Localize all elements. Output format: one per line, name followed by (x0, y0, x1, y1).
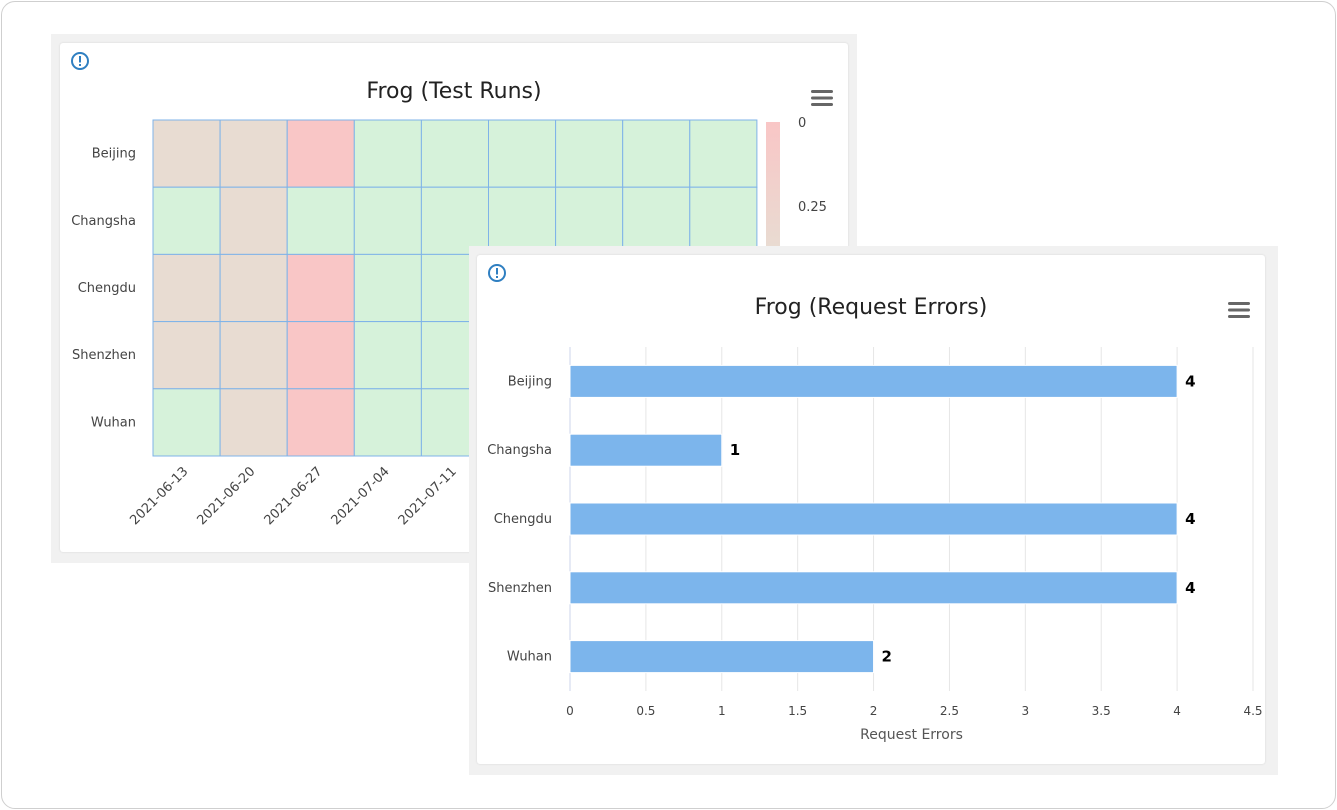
x-tick-label: 0 (566, 704, 574, 718)
heatmap-cell (488, 186, 557, 255)
heatmap-cell (353, 253, 422, 323)
heatmap-cell (353, 119, 422, 188)
heatmap-x-label: 2021-07-04 (329, 464, 393, 528)
y-category-label: Beijing (508, 374, 552, 389)
bar-data-label: 4 (1185, 510, 1195, 528)
x-tick-label: 3.5 (1092, 704, 1111, 718)
heatmap-y-label: Beijing (92, 147, 136, 162)
heatmap-cell (219, 388, 288, 457)
heatmap-x-label: 2021-06-13 (127, 464, 191, 528)
heatmap-cell (420, 186, 489, 255)
heatmap-cell (488, 119, 557, 188)
x-axis-title: Request Errors (860, 727, 963, 743)
bar-data-label: 4 (1185, 579, 1195, 597)
heatmap-x-label: 2021-06-27 (262, 464, 326, 528)
heatmap-cell (286, 253, 355, 323)
heatmap-cell (353, 388, 422, 457)
heatmap-cell (420, 119, 489, 188)
heatmap-cell (152, 186, 221, 255)
heatmap-cell (152, 253, 221, 323)
color-axis-label: 0 (798, 116, 806, 131)
heatmap-plot: Beijing Changsha Chengdu Shenzhen Wuhan 2021-… (71, 116, 827, 528)
heatmap-title: Frog (Test Runs) (366, 79, 542, 104)
info-circle-icon[interactable] (70, 51, 90, 71)
bar (569, 640, 875, 674)
bar-plot: 0 0.5 1 1.5 2 2.5 3 3.5 4 4.5 Beijing 4 Changsha 1 Che… (487, 347, 1263, 743)
x-tick-label: 3 (1022, 704, 1030, 718)
x-tick-label: 4 (1173, 704, 1181, 718)
heatmap-cell (219, 253, 288, 323)
bar (569, 364, 1178, 398)
heatmap-cell (555, 119, 624, 188)
bar (569, 433, 723, 467)
heatmap-cell (555, 186, 624, 255)
bar-chart-card: Frog (Request Errors) 0 0.5 1 1.5 2 2.5 3 3.5 4 4… (477, 255, 1265, 764)
heatmap-cell (353, 186, 422, 255)
heatmap-cell (152, 388, 221, 457)
x-tick-label: 0.5 (636, 704, 655, 718)
heatmap-x-label: 2021-06-20 (194, 464, 258, 528)
heatmap-cell (286, 388, 355, 457)
y-category-label: Changsha (487, 443, 552, 458)
heatmap-cell (152, 321, 221, 390)
heatmap-cell (622, 119, 691, 188)
bar-data-label: 2 (882, 648, 892, 666)
bar (569, 502, 1178, 536)
x-tick-label: 4.5 (1243, 704, 1262, 718)
heatmap-cell (286, 119, 355, 188)
x-tick-label: 1.5 (788, 704, 807, 718)
color-axis-bar (766, 122, 780, 252)
heatmap-cell (152, 119, 221, 188)
x-tick-label: 2 (870, 704, 878, 718)
x-tick-label: 1 (718, 704, 726, 718)
heatmap-y-label: Changsha (71, 214, 136, 229)
heatmap-y-label: Chengdu (78, 281, 136, 296)
heatmap-cell (219, 119, 288, 188)
heatmap-cell (219, 186, 288, 255)
bar-chart-title: Frog (Request Errors) (754, 295, 988, 320)
bar (569, 571, 1178, 605)
heatmap-cell (689, 186, 758, 255)
hamburger-menu-icon[interactable] (811, 89, 833, 107)
bar-data-label: 1 (730, 441, 740, 459)
hamburger-menu-icon[interactable] (1228, 301, 1250, 319)
heatmap-cell (353, 321, 422, 390)
heatmap-cell (219, 321, 288, 390)
heatmap-y-label: Shenzhen (72, 348, 136, 363)
heatmap-cell (689, 119, 758, 188)
heatmap-cell (286, 186, 355, 255)
heatmap-x-label: 2021-07-11 (396, 464, 460, 528)
color-axis-label: 0.25 (798, 200, 827, 215)
heatmap-cell (286, 321, 355, 390)
y-category-label: Chengdu (494, 512, 552, 527)
heatmap-cell (622, 186, 691, 255)
heatmap-y-label: Wuhan (91, 415, 136, 430)
info-circle-icon[interactable] (487, 263, 507, 283)
y-category-label: Shenzhen (488, 581, 552, 596)
x-tick-label: 2.5 (940, 704, 959, 718)
y-category-label: Wuhan (507, 650, 552, 665)
bar-data-label: 4 (1185, 372, 1195, 390)
